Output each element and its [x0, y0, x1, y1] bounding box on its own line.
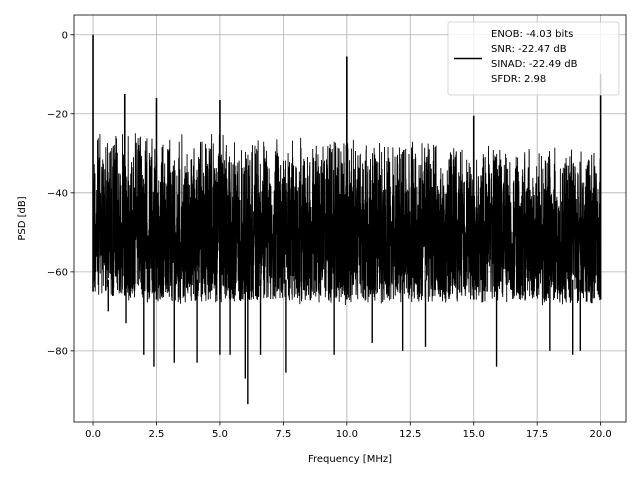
- y-tick-label: −80: [47, 346, 68, 357]
- y-tick-label: −20: [47, 109, 68, 120]
- y-tick-label: −40: [47, 188, 68, 199]
- x-tick-label: 12.5: [399, 429, 421, 440]
- legend-snr: SNR: -22.47 dB: [491, 44, 567, 55]
- legend-box: [447, 21, 620, 96]
- legend-sfdr: SFDR: 2.98: [491, 74, 546, 85]
- x-tick-label: 7.5: [275, 429, 291, 440]
- legend: ENOB: -4.03 bits SNR: -22.47 dB SINAD: -…: [447, 21, 620, 96]
- y-axis-ticks: 0 −20 −40 −60 −80: [47, 30, 74, 357]
- x-tick-label: 0.0: [85, 429, 101, 440]
- x-tick-label: 15.0: [463, 429, 485, 440]
- y-tick-label: 0: [62, 30, 68, 41]
- legend-enob: ENOB: -4.03 bits: [491, 29, 573, 40]
- x-axis-label: Frequency [MHz]: [308, 454, 392, 465]
- x-tick-label: 10.0: [336, 429, 358, 440]
- x-tick-label: 17.5: [526, 429, 548, 440]
- x-axis-ticks: 0.0 2.5 5.0 7.5 10.0 12.5 15.0 17.5 20.0: [85, 422, 612, 440]
- legend-sinad: SINAD: -22.49 dB: [491, 59, 578, 70]
- y-axis-label: PSD [dB]: [17, 196, 28, 240]
- x-tick-label: 2.5: [149, 429, 165, 440]
- x-tick-label: 20.0: [589, 429, 611, 440]
- plot-frame: [73, 14, 627, 423]
- psd-series: [92, 34, 602, 405]
- x-tick-label: 5.0: [212, 429, 228, 440]
- y-tick-label: −60: [47, 267, 68, 278]
